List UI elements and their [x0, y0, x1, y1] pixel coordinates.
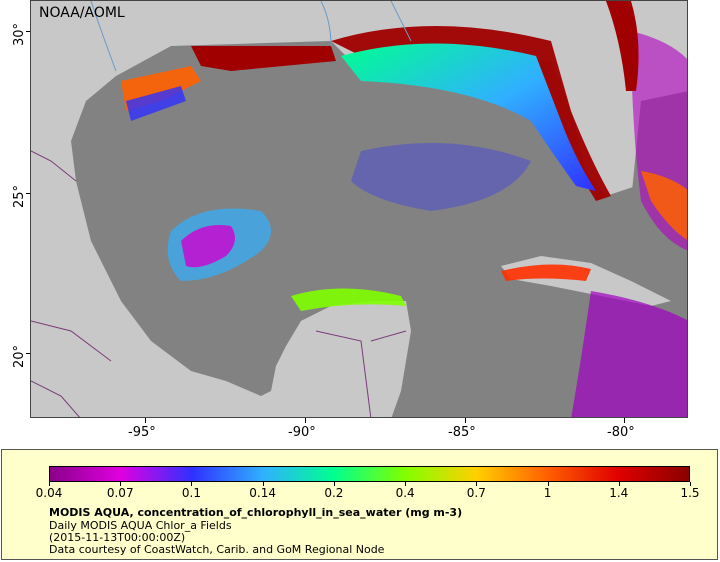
legend-line-3: Data courtesy of CoastWatch, Carib. and …: [49, 543, 385, 556]
colorbar-tick-label: 0.7: [466, 486, 486, 500]
colorbar-tick-label: 1: [543, 486, 552, 500]
colorbar-tick-label: 0.14: [249, 486, 277, 500]
colorbar-tick: [49, 482, 50, 486]
lat-tick: [26, 353, 30, 354]
legend-line-1: Daily MODIS AQUA Chlor_a Fields: [49, 519, 232, 532]
lon-label-95: -95°: [128, 425, 156, 440]
colorbar-tick-label: 0.1: [181, 486, 201, 500]
colorbar-tick: [262, 482, 264, 486]
lon-label-80: -80°: [607, 425, 635, 440]
chl-central-scatter: [351, 143, 531, 211]
yucatan-land: [281, 301, 411, 417]
colorbar-tick-label: 0.4: [395, 486, 415, 500]
lon-tick: [305, 418, 306, 423]
colorbar-tick: [405, 482, 407, 486]
legend-line-2: (2015-11-13T00:00:00Z): [49, 531, 186, 544]
lat-label-30: 30°: [12, 22, 27, 46]
lat-label-25: 25°: [12, 184, 27, 208]
colorbar-tick: [476, 482, 478, 486]
lat-tick: [26, 193, 30, 194]
chl-florida-east: [606, 1, 639, 91]
river-mississippi: [320, 1, 332, 47]
colorbar-tick-label: 1.5: [680, 486, 700, 500]
border-mexico-states: [31, 320, 112, 417]
colorbar-tick-label: 0.04: [35, 486, 63, 500]
colorbar-tick: [333, 482, 335, 486]
colorbar-tick: [191, 482, 193, 486]
legend-panel: 0.04 0.07 0.1 0.14 0.2 0.4 0.7 1 1.4 1.5 MODIS AQ…: [1, 449, 718, 560]
chl-texas-blue: [126, 86, 186, 121]
lon-tick: [465, 418, 466, 423]
river-alabama: [390, 1, 412, 42]
colorbar-tick-label: 0.07: [106, 486, 134, 500]
river-texas: [90, 1, 117, 72]
chl-florida-keys: [641, 171, 687, 240]
border-yucatan: [315, 330, 407, 417]
colorbar-tick: [618, 482, 620, 486]
chl-western-gulf-core: [181, 225, 235, 268]
map-frame: NOAA/AOML: [30, 0, 688, 418]
colorbar-tick-label: 1.4: [609, 486, 629, 500]
lon-tick: [624, 418, 625, 423]
credit-label: NOAA/AOML: [39, 5, 125, 21]
chl-cuba-north: [501, 264, 591, 281]
lat-tick: [26, 31, 30, 32]
colorbar-tick: [547, 482, 549, 486]
lon-label-85: -85°: [448, 425, 476, 440]
border-us-mexico: [31, 150, 77, 182]
colorbar-tick-label: 0.2: [324, 486, 344, 500]
lat-label-20: 20°: [12, 344, 27, 368]
colorbar-tick: [120, 482, 122, 486]
chl-caribbean-purple: [571, 291, 687, 417]
chl-louisiana-coast: [191, 46, 336, 71]
lon-label-90: -90°: [288, 425, 316, 440]
chl-campeche-bank: [291, 288, 406, 311]
map-canvas: [31, 1, 687, 417]
lon-tick: [145, 418, 146, 423]
colorbar-tick: [690, 482, 691, 486]
colorbar: [49, 466, 690, 482]
chl-northern-shelf-mid: [341, 43, 596, 191]
legend-title: MODIS AQUA, concentration_of_chlorophyll…: [49, 506, 463, 519]
